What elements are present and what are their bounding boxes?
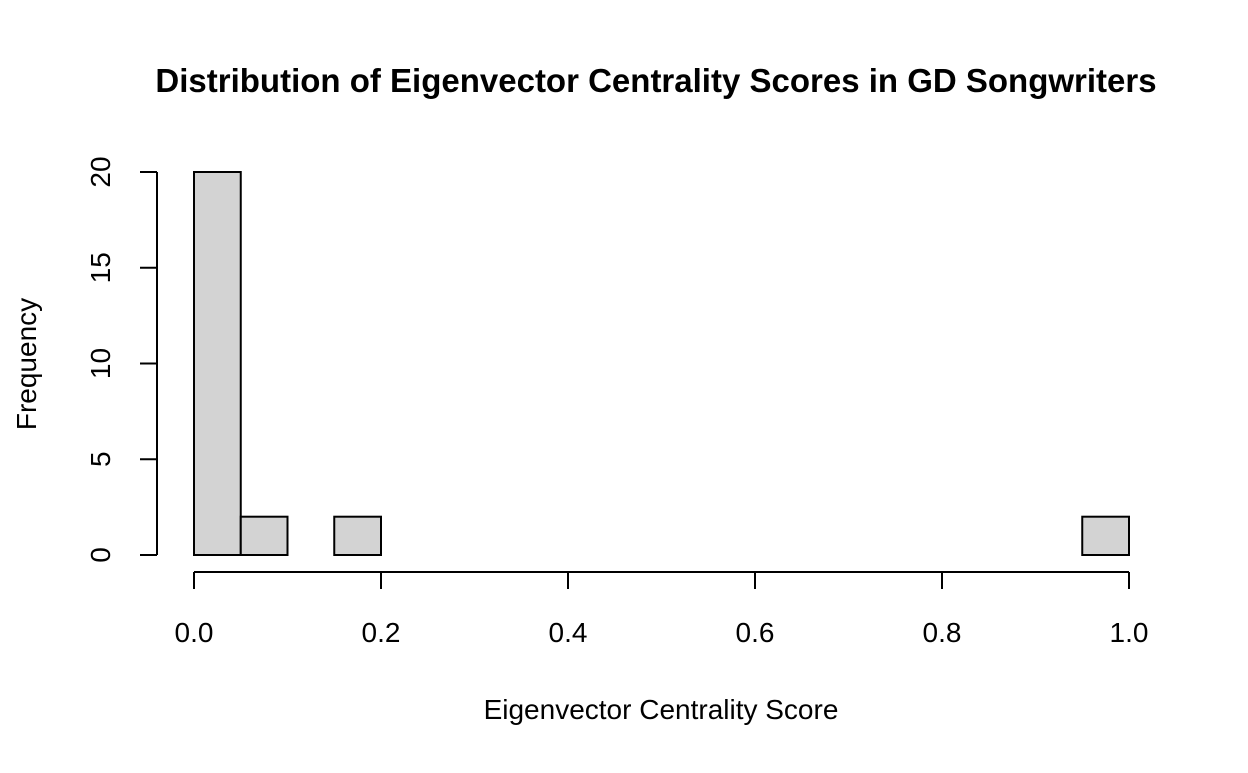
y-tick-label: 5 (85, 451, 116, 467)
histogram-bar (333, 515, 382, 557)
chart-title: Distribution of Eigenvector Centrality S… (155, 62, 1156, 99)
histogram-bar (193, 171, 242, 556)
x-tick-label: 0.6 (736, 617, 775, 648)
x-tick-label: 0.0 (175, 617, 214, 648)
histogram-bar (1081, 515, 1130, 557)
y-tick-label: 10 (85, 348, 116, 379)
x-tick-label: 0.4 (549, 617, 588, 648)
x-axis-label: Eigenvector Centrality Score (484, 694, 839, 725)
x-tick-label: 0.8 (923, 617, 962, 648)
y-axis: 0 5 10 15 20 (85, 156, 158, 563)
y-tick-label: 20 (85, 156, 116, 187)
histogram-bar (239, 515, 289, 557)
y-tick-label: 0 (85, 547, 116, 563)
histogram-bars (193, 171, 1130, 557)
y-tick-label: 15 (85, 252, 116, 283)
y-axis-label: Frequency (11, 298, 42, 430)
x-tick-label: 0.2 (362, 617, 401, 648)
x-axis: 0.0 0.2 0.4 0.6 0.8 1.0 (175, 571, 1149, 648)
x-tick-label: 1.0 (1110, 617, 1149, 648)
